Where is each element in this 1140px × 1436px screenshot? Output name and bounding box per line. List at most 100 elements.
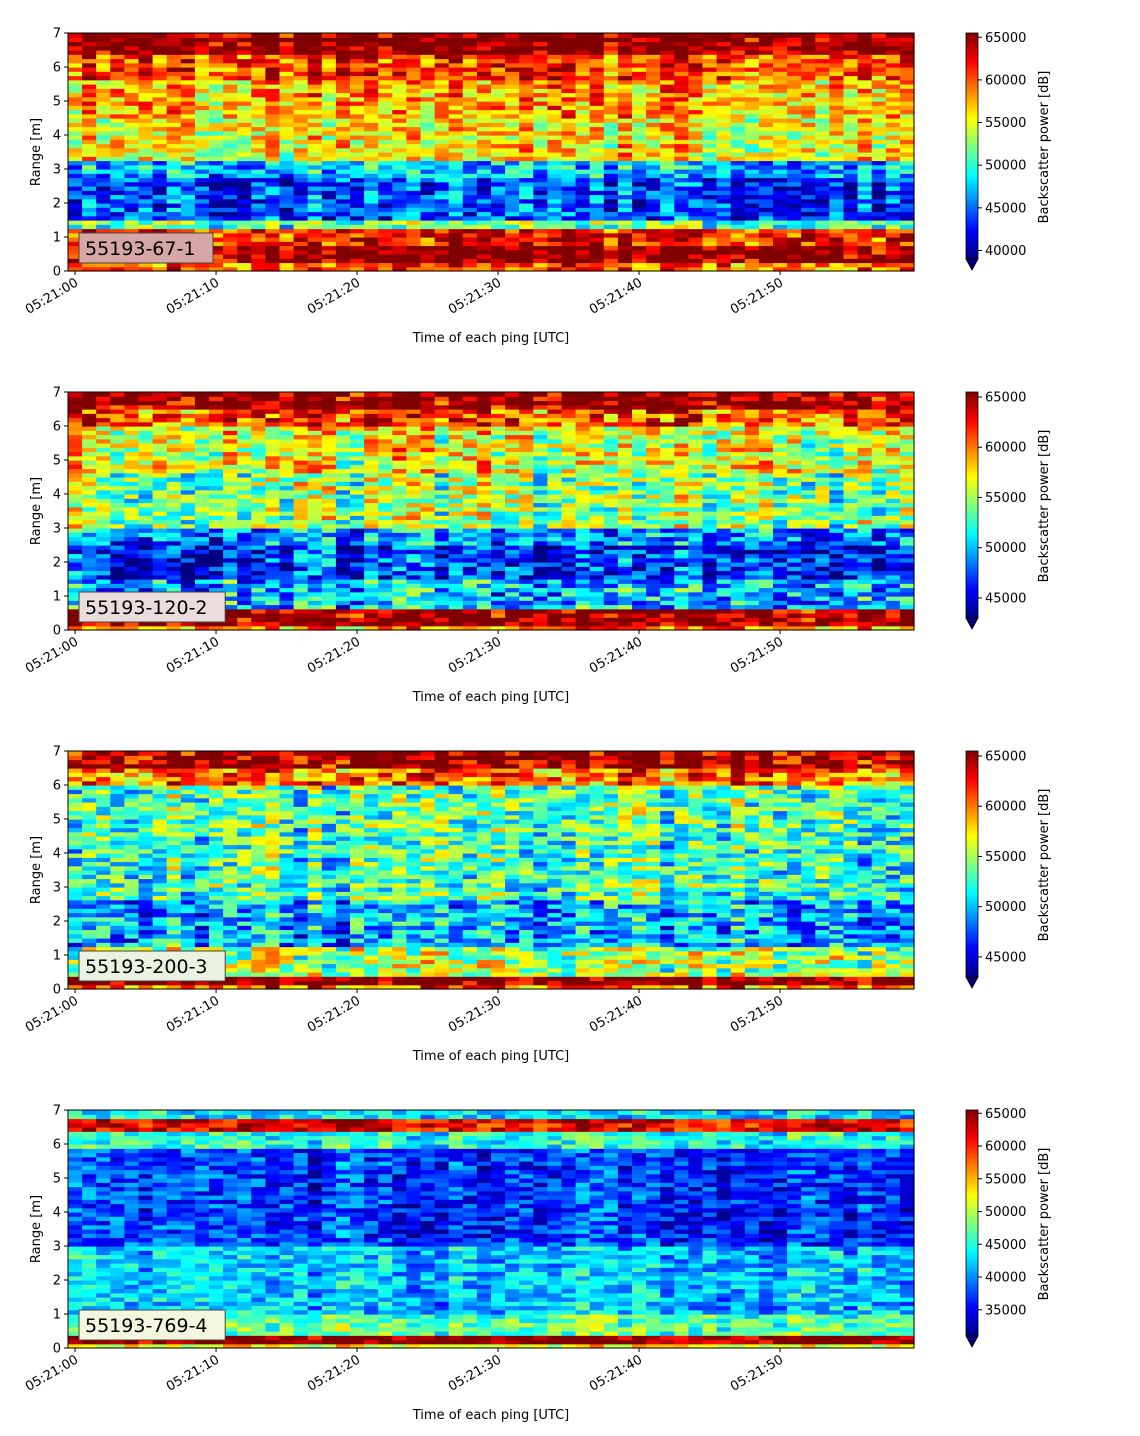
heatmap-cell xyxy=(448,122,464,128)
heatmap-cell xyxy=(420,62,436,68)
heatmap-cell xyxy=(885,194,901,200)
heatmap-cell xyxy=(899,96,915,102)
colorbar-tick-label: 60000 xyxy=(985,73,1026,88)
colorbar-segment xyxy=(966,95,978,99)
heatmap-cell xyxy=(589,105,605,111)
heatmap-cell xyxy=(350,79,365,85)
heatmap-cell xyxy=(533,186,548,191)
heatmap-cell xyxy=(589,211,605,217)
heatmap-cell xyxy=(237,515,252,521)
heatmap-cell xyxy=(420,50,436,55)
heatmap-cell xyxy=(899,228,915,234)
y-tick-label: 6 xyxy=(53,61,61,76)
heatmap-cell xyxy=(646,169,661,174)
heatmap-cell xyxy=(575,122,591,128)
heatmap-cell xyxy=(519,203,534,208)
heatmap-cell xyxy=(364,173,379,179)
heatmap-cell xyxy=(871,122,887,128)
heatmap-cell xyxy=(603,258,619,264)
heatmap-cell xyxy=(758,126,774,132)
heatmap-cell xyxy=(223,523,238,529)
heatmap-cell xyxy=(68,515,83,521)
heatmap-cell xyxy=(617,215,633,221)
heatmap-cell xyxy=(406,528,422,533)
heatmap-cell xyxy=(378,396,393,402)
heatmap-cell xyxy=(251,258,266,264)
heatmap-cell xyxy=(110,190,125,196)
heatmap-cell xyxy=(420,198,436,204)
heatmap-cell xyxy=(392,41,407,47)
heatmap-cell xyxy=(350,177,365,183)
heatmap-cell xyxy=(293,156,309,162)
heatmap-cell xyxy=(603,147,619,153)
heatmap-cell xyxy=(180,207,196,213)
heatmap-cell xyxy=(279,88,295,94)
heatmap-cell xyxy=(138,228,154,234)
heatmap-cell xyxy=(716,156,732,162)
heatmap-cell xyxy=(406,79,422,85)
heatmap-cell xyxy=(166,443,182,448)
heatmap-cell xyxy=(773,215,788,221)
heatmap-cell xyxy=(209,266,224,272)
heatmap-cell xyxy=(237,545,252,550)
heatmap-cell xyxy=(251,421,266,427)
heatmap-cell xyxy=(279,562,295,567)
heatmap-cell xyxy=(434,613,450,618)
heatmap-cell xyxy=(279,126,295,132)
heatmap-cell xyxy=(307,109,323,115)
heatmap-cell xyxy=(829,266,845,272)
heatmap-cell xyxy=(110,583,125,589)
heatmap-cell xyxy=(209,126,224,132)
heatmap-cell xyxy=(293,430,309,436)
heatmap-cell xyxy=(773,101,788,106)
heatmap-cell xyxy=(420,515,436,521)
heatmap-cell xyxy=(406,523,422,529)
heatmap-cell xyxy=(237,194,252,200)
heatmap-cell xyxy=(350,511,365,516)
heatmap-cell xyxy=(350,54,365,60)
heatmap-cell xyxy=(392,532,407,538)
heatmap-cell xyxy=(505,79,520,85)
heatmap-cell xyxy=(251,532,266,538)
heatmap-cell xyxy=(364,33,379,38)
heatmap-cell xyxy=(68,608,83,614)
heatmap-cell xyxy=(448,109,464,115)
heatmap-cell xyxy=(96,562,111,567)
heatmap-cell xyxy=(335,536,351,542)
heatmap-cell xyxy=(350,536,365,542)
heatmap-cell xyxy=(279,426,295,431)
heatmap-cell xyxy=(674,79,689,85)
heatmap-cell xyxy=(801,147,816,153)
heatmap-cell xyxy=(420,258,436,264)
heatmap-cell xyxy=(462,232,478,238)
heatmap-cell xyxy=(702,79,718,85)
heatmap-cell xyxy=(843,169,859,174)
heatmap-cell xyxy=(716,105,732,111)
heatmap-cell xyxy=(702,62,718,68)
heatmap-cell xyxy=(279,443,295,448)
heatmap-cell xyxy=(138,143,154,149)
heatmap-cell xyxy=(730,122,746,128)
heatmap-cell xyxy=(392,139,407,145)
heatmap-cell xyxy=(335,430,351,436)
heatmap-cell xyxy=(406,426,422,431)
heatmap-cell xyxy=(82,587,97,593)
heatmap-cell xyxy=(223,92,238,98)
heatmap-cell xyxy=(758,50,774,55)
heatmap-cell xyxy=(180,489,196,495)
heatmap-cell xyxy=(335,447,351,453)
heatmap-cell xyxy=(801,79,816,85)
heatmap-cell xyxy=(561,186,577,191)
heatmap-cell xyxy=(209,392,224,397)
heatmap-cell xyxy=(138,625,154,631)
heatmap-cell xyxy=(505,220,520,225)
heatmap-cell xyxy=(138,147,154,153)
heatmap-cell xyxy=(279,613,295,618)
heatmap-cell xyxy=(194,557,210,563)
heatmap-cell xyxy=(603,101,619,106)
heatmap-cell xyxy=(505,126,520,132)
heatmap-cell xyxy=(561,122,577,128)
heatmap-cell xyxy=(265,203,281,208)
heatmap-cell xyxy=(406,532,422,538)
heatmap-cell xyxy=(293,396,309,402)
